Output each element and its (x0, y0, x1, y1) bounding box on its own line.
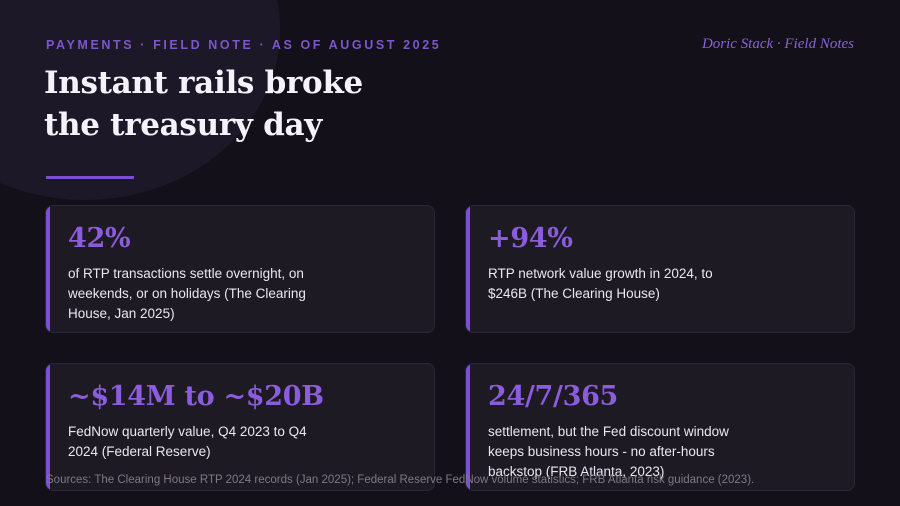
stat-card-overnight-settlement: 42% of RTP transactions settle overnight… (45, 205, 435, 333)
card-accent-bar (46, 206, 50, 332)
stat-description: settlement, but the Fed discount window … (488, 424, 729, 479)
page-title: Instant rails broke the treasury day (44, 62, 464, 146)
card-accent-bar (466, 206, 470, 332)
stat-description: of RTP transactions settle overnight, on… (68, 266, 306, 321)
stat-card-fednow-value: ~$14M to ~$20B FedNow quarterly value, Q… (45, 363, 435, 491)
stat-value: 42% (68, 223, 131, 254)
title-line-1: Instant rails broke (44, 65, 363, 101)
stat-value: 24/7/365 (488, 381, 619, 412)
card-accent-bar (46, 364, 50, 490)
stat-card-rtp-growth: +94% RTP network value growth in 2024, t… (465, 205, 855, 333)
stat-description: RTP network value growth in 2024, to $24… (488, 266, 713, 301)
stat-value: ~$14M to ~$20B (68, 381, 324, 412)
stat-card-settlement-hours: 24/7/365 settlement, but the Fed discoun… (465, 363, 855, 491)
sources-footnote: Sources: The Clearing House RTP 2024 rec… (46, 474, 755, 486)
brand-label: Doric Stack · Field Notes (701, 36, 854, 52)
stat-description: FedNow quarterly value, Q4 2023 to Q4 20… (68, 424, 307, 459)
card-accent-bar (466, 364, 470, 490)
title-underline (46, 176, 134, 179)
stat-value: +94% (488, 223, 573, 254)
kicker-label: PAYMENTS · FIELD NOTE · AS OF AUGUST 202… (46, 38, 442, 52)
title-line-2: the treasury day (44, 107, 322, 143)
